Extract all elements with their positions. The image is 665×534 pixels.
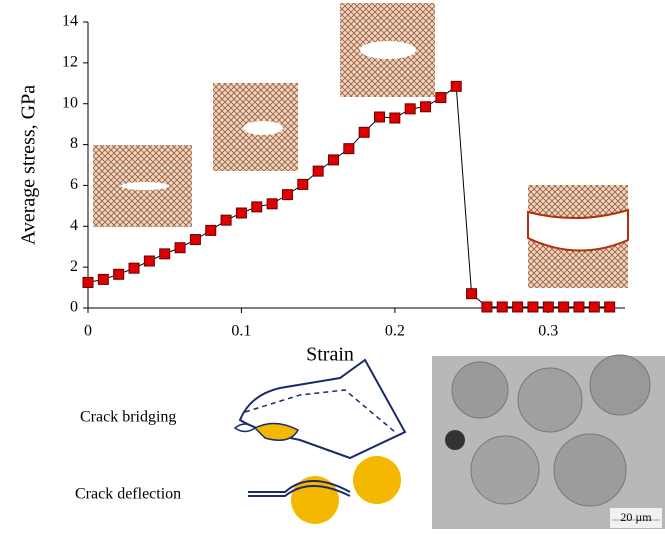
data-point	[236, 208, 246, 218]
x-tick-label: 0.2	[385, 323, 405, 340]
x-tick-label: 0.3	[538, 323, 558, 340]
crack	[360, 41, 416, 59]
y-tick-label: 8	[70, 135, 78, 152]
y-tick-label: 0	[70, 299, 78, 316]
y-tick-label: 2	[70, 258, 78, 275]
data-point	[513, 302, 523, 312]
data-point	[497, 302, 507, 312]
data-point	[206, 225, 216, 235]
data-point	[298, 179, 308, 189]
data-point	[375, 112, 385, 122]
data-point	[559, 302, 569, 312]
y-tick-label: 6	[70, 176, 78, 193]
bridging-label: Crack bridging	[80, 409, 176, 426]
data-point	[482, 302, 492, 312]
data-point	[98, 274, 108, 284]
x-tick-label: 0	[84, 323, 92, 340]
data-point	[129, 263, 139, 273]
mechanism-diagram: Crack bridging Crack deflection	[75, 360, 405, 524]
y-tick-label: 10	[62, 94, 78, 111]
y-axis-label: Average stress, GPa	[18, 85, 40, 245]
data-point	[160, 249, 170, 259]
crack	[243, 121, 283, 135]
data-point	[421, 102, 431, 112]
data-point	[83, 277, 93, 287]
data-point	[328, 155, 338, 165]
data-point	[344, 144, 354, 154]
data-point	[190, 235, 200, 245]
data-point	[252, 202, 262, 212]
y-tick-label: 12	[62, 54, 78, 71]
grain-outline	[240, 360, 405, 458]
data-point	[221, 215, 231, 225]
data-point	[175, 243, 185, 253]
y-tick-label: 4	[70, 217, 78, 234]
figure: 0 2 4 6 8 10 12 14 0 0.1 0.2 0.3 Strain Average str…	[0, 0, 665, 529]
data-point	[436, 93, 446, 103]
page: {"chart_data": {"type": "line", "x": [0,…	[0, 0, 665, 534]
pore	[445, 430, 465, 450]
data-point	[267, 199, 277, 209]
data-point	[574, 302, 584, 312]
grain	[471, 436, 539, 504]
data-point	[390, 113, 400, 123]
data-point	[114, 269, 124, 279]
data-point	[528, 302, 538, 312]
data-point	[451, 81, 461, 91]
data-point	[282, 190, 292, 200]
grain	[590, 355, 650, 415]
data-point	[589, 302, 599, 312]
data-point	[359, 127, 369, 137]
x-axis-label: Strain	[306, 344, 354, 366]
bridging-particle	[255, 423, 298, 440]
scale-bar-label: 20 µm	[620, 510, 652, 524]
x-tick-label: 0.1	[231, 323, 251, 340]
data-point	[144, 256, 154, 266]
crack	[121, 182, 169, 190]
deflecting-particle	[353, 456, 401, 504]
grain	[518, 368, 582, 432]
data-point	[543, 302, 553, 312]
data-point	[405, 104, 415, 114]
inset-images	[93, 3, 628, 288]
data-point	[467, 289, 477, 299]
grain	[452, 362, 508, 418]
crack-tip	[235, 424, 255, 432]
deflection-label: Crack deflection	[75, 486, 181, 503]
grain	[554, 434, 626, 506]
data-point	[313, 166, 323, 176]
micrograph: 20 µm	[432, 355, 665, 529]
data-point	[605, 302, 615, 312]
y-tick-label: 14	[62, 13, 78, 30]
